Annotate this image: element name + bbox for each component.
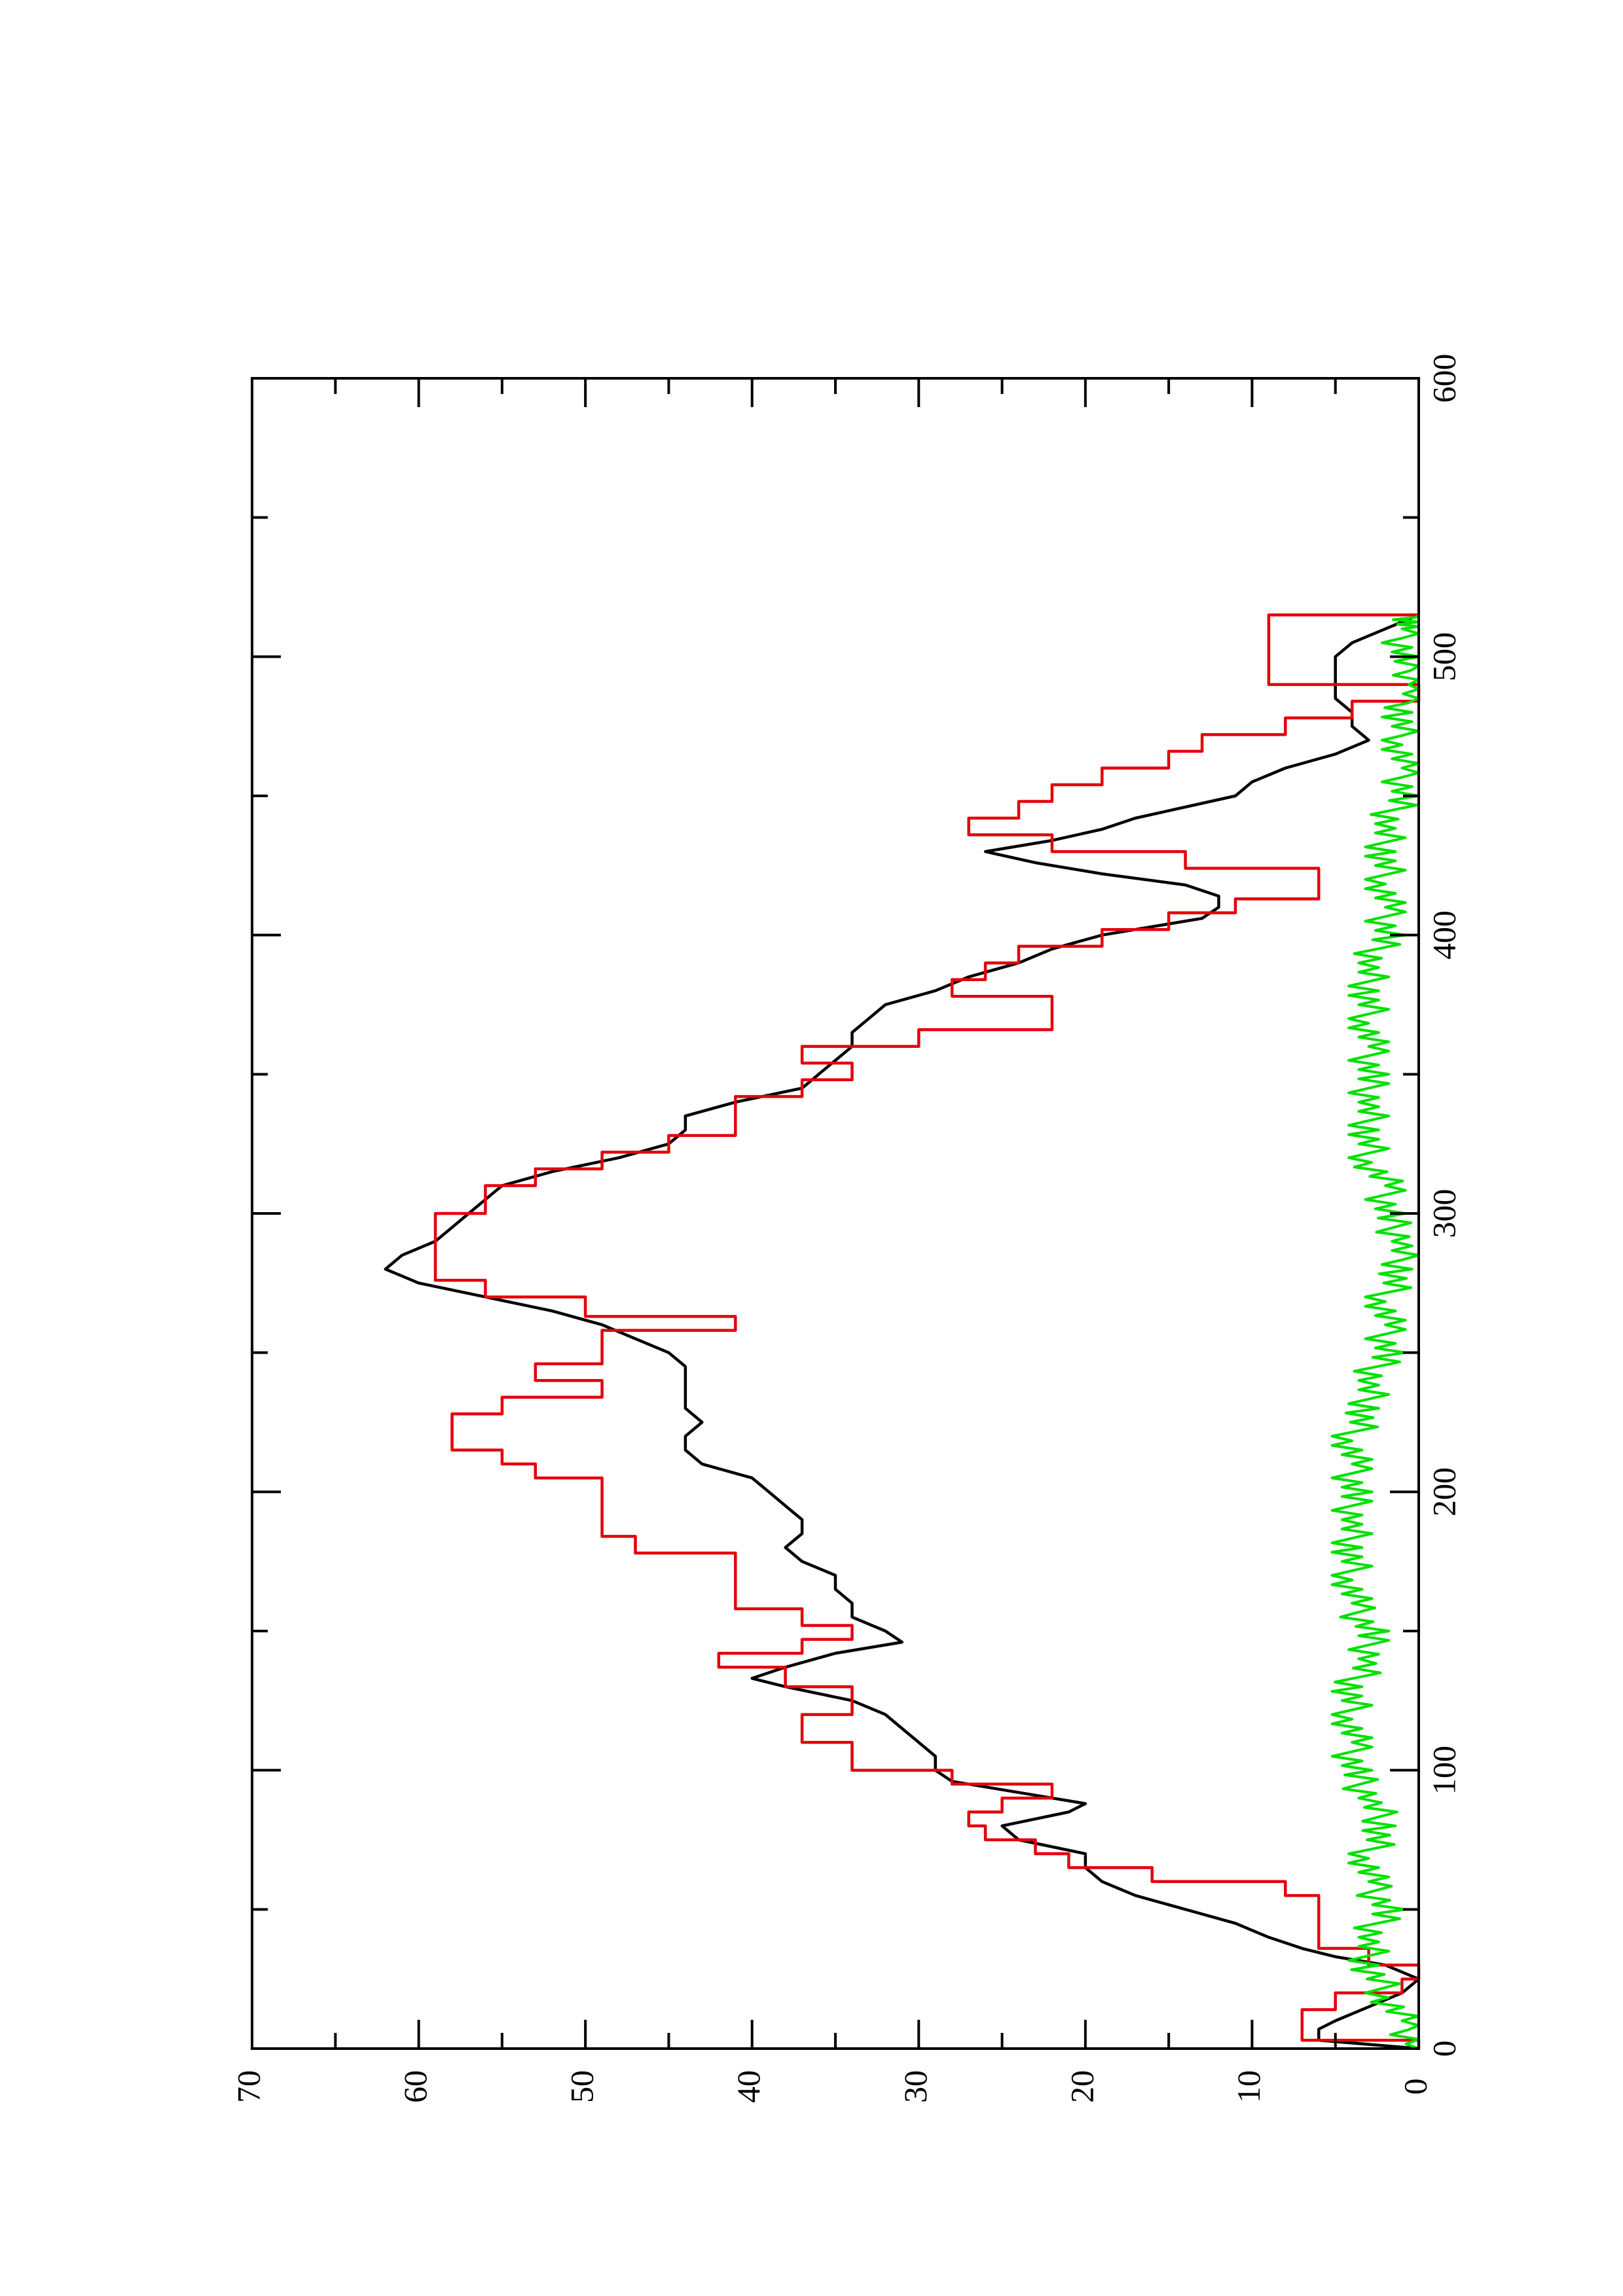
x-tick-label: 200	[1425, 1467, 1462, 1516]
axes-layer: 0 100 200 300 400 500 600 0 10 20 30 40 50 60 70	[230, 354, 1462, 2104]
x-tick-label: 400	[1425, 910, 1462, 960]
y-tick-label: 70	[230, 2070, 266, 2103]
y-tick-label: 50	[564, 2070, 600, 2103]
y-tick-label: 0	[1396, 2079, 1433, 2095]
y-tick-label: 40	[730, 2070, 767, 2103]
series-line-2	[433, 613, 1421, 2049]
x-tick-label: 500	[1425, 632, 1462, 681]
y-tick-label: 60	[397, 2070, 433, 2103]
series-layer	[384, 613, 1421, 2051]
x-tick-label: 100	[1425, 1746, 1462, 1795]
series-line-1	[384, 613, 1421, 2051]
x-tick-label: 0	[1425, 2041, 1462, 2057]
series-line-3	[1330, 613, 1420, 2050]
y-tick-label: 10	[1230, 2070, 1267, 2103]
y-tick-label: 30	[897, 2070, 934, 2103]
y-tick-label: 20	[1063, 2070, 1100, 2103]
x-tick-label: 300	[1425, 1189, 1462, 1238]
x-tick-label: 600	[1425, 354, 1462, 403]
